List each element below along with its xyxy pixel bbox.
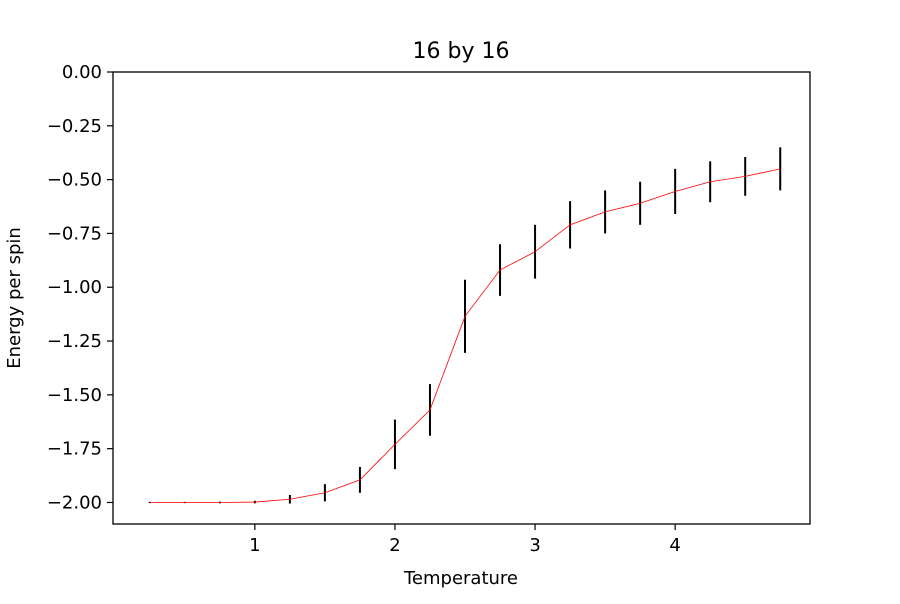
x-tick-label: 4 bbox=[669, 535, 680, 556]
y-tick-label: −0.75 bbox=[47, 223, 102, 244]
x-tick-label: 3 bbox=[529, 535, 540, 556]
y-tick-label: −2.00 bbox=[47, 492, 102, 513]
plot-frame bbox=[112, 71, 811, 525]
y-tick-label: −1.75 bbox=[47, 439, 102, 460]
plot-area: 1 2 3 4 0.00 −0.25 −0.50 −0.75 −1.00 −1.25 −1.50 −1… bbox=[47, 62, 811, 556]
x-axis-title: Temperature bbox=[403, 568, 518, 589]
x-tick-label: 1 bbox=[249, 535, 260, 556]
y-tick-label: −0.50 bbox=[47, 170, 102, 191]
y-axis-title: Energy per spin bbox=[4, 227, 25, 369]
chart-title: 16 by 16 bbox=[413, 39, 510, 64]
y-tick-label: −1.00 bbox=[47, 277, 102, 298]
y-tick-label: −1.25 bbox=[47, 331, 102, 352]
y-tick-label: −0.25 bbox=[47, 116, 102, 137]
y-tick-label: −1.50 bbox=[47, 385, 102, 406]
x-tick-label: 2 bbox=[389, 535, 400, 556]
y-tick-label: 0.00 bbox=[62, 62, 102, 83]
series-line bbox=[149, 168, 781, 503]
